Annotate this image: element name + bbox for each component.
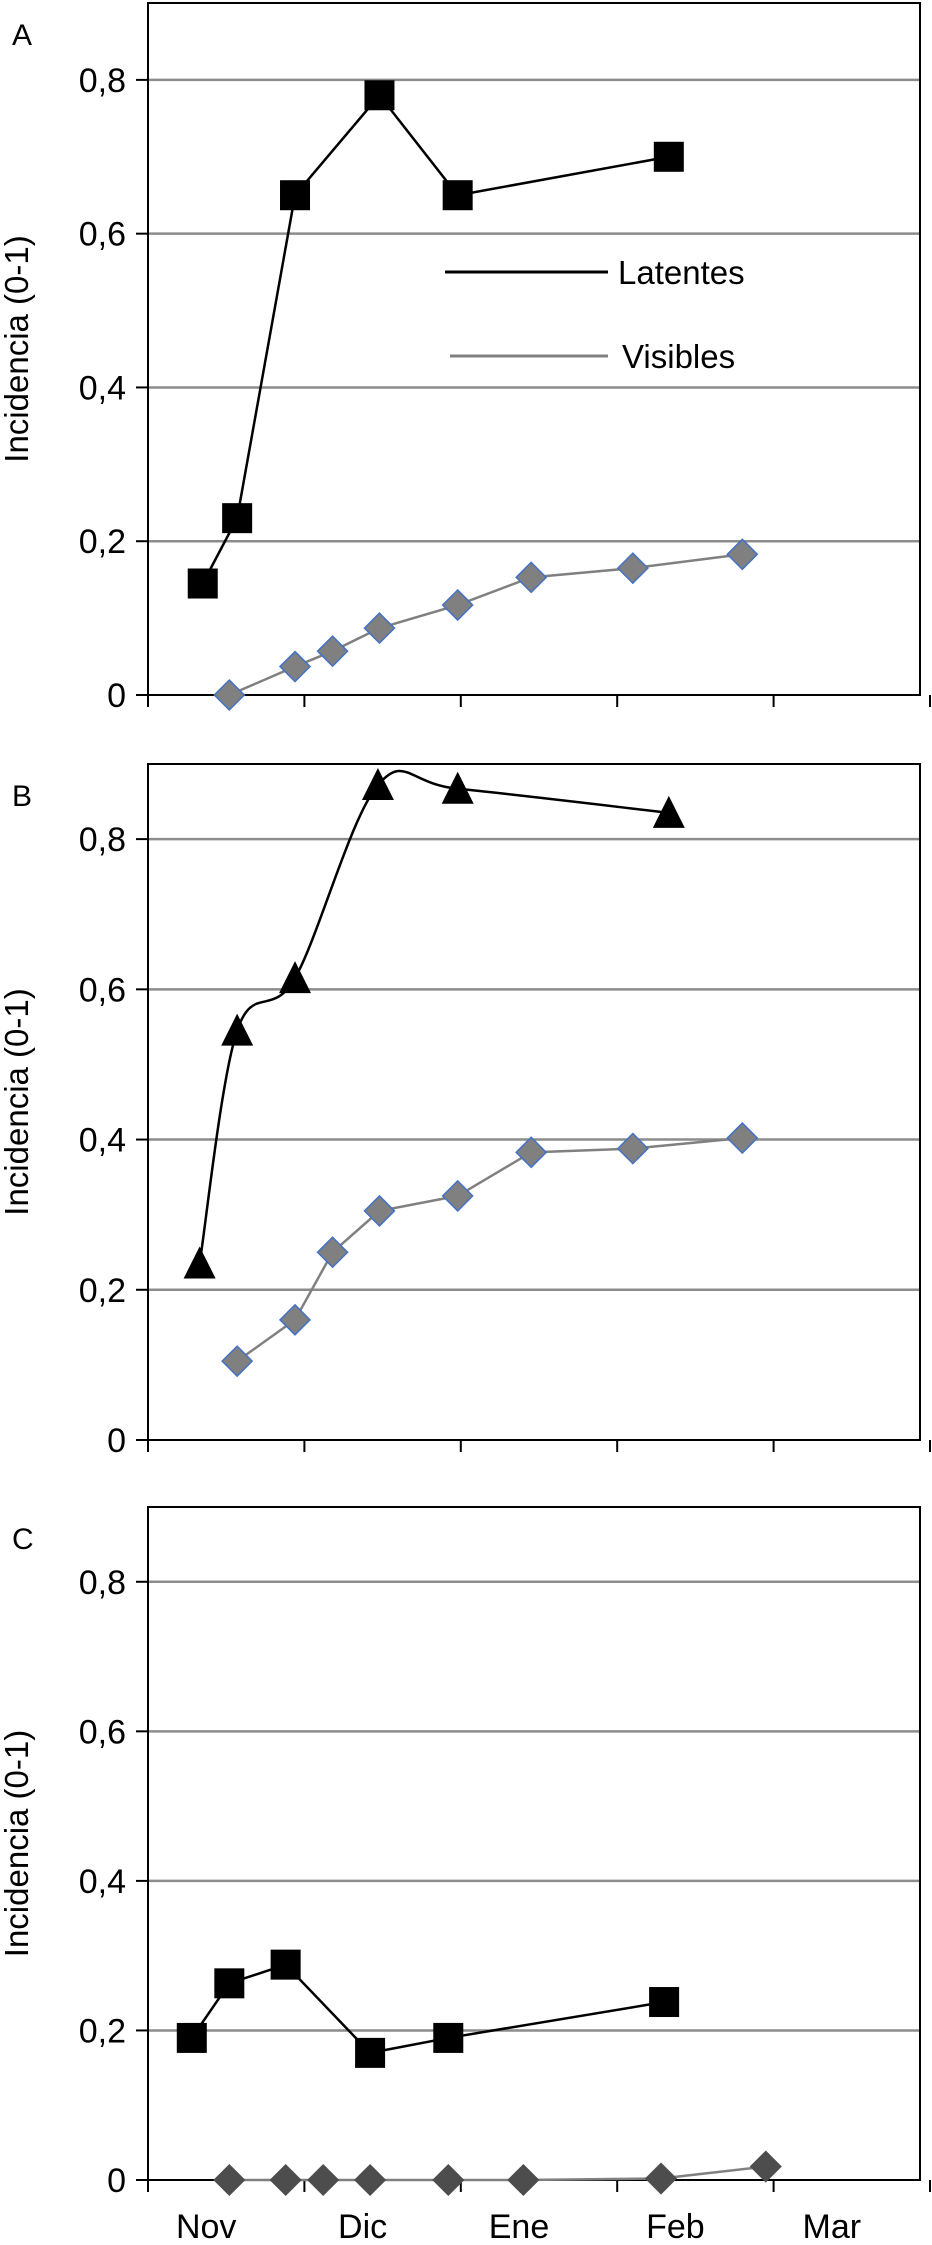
y-tick-label: 0,8 bbox=[79, 821, 126, 859]
x-tick-label: Dic bbox=[338, 2208, 387, 2245]
panel-a: 0 0,2 0,4 0,6 0,8 A Incidencia (0-1) Latentes Vi… bbox=[0, 2, 931, 715]
series-line bbox=[236, 1136, 743, 1363]
data-point-square bbox=[214, 1968, 245, 1999]
data-point-diamond bbox=[269, 2163, 302, 2197]
data-point-diamond bbox=[221, 1345, 254, 1378]
y-tick-label: 0,2 bbox=[79, 2012, 126, 2050]
legend-label-latentes: Latentes bbox=[618, 254, 745, 291]
y-tick-label: 0,4 bbox=[79, 1122, 126, 1160]
y-tick-label: 0 bbox=[107, 677, 126, 715]
y-tick-label: 0,8 bbox=[79, 1564, 126, 1602]
data-point-diamond bbox=[616, 1132, 649, 1165]
data-point-diamond bbox=[213, 678, 246, 712]
data-point-diamond bbox=[316, 635, 349, 668]
series-line bbox=[201, 93, 670, 585]
data-point-triangle bbox=[652, 795, 685, 828]
data-point-diamond bbox=[307, 2163, 340, 2197]
data-point-diamond bbox=[278, 1303, 312, 1336]
panel-label: B bbox=[12, 780, 32, 813]
data-point-square bbox=[364, 80, 395, 111]
data-point-diamond bbox=[644, 2162, 678, 2195]
plot-frame bbox=[147, 1506, 921, 2181]
panel-label: A bbox=[12, 19, 32, 52]
data-point-square bbox=[433, 2022, 464, 2053]
data-point-diamond bbox=[441, 1179, 474, 1212]
data-point-diamond bbox=[363, 612, 396, 645]
data-point-diamond bbox=[726, 1121, 759, 1155]
data-point-diamond bbox=[316, 1236, 349, 1269]
data-point-diamond bbox=[749, 2150, 782, 2183]
data-point-triangle bbox=[221, 1013, 254, 1046]
x-tick-label: Ene bbox=[489, 2208, 550, 2245]
data-point-diamond bbox=[726, 538, 759, 571]
data-point-diamond bbox=[213, 2163, 246, 2197]
y-axis-title: Incidencia (0-1) bbox=[0, 988, 35, 1215]
data-point-diamond bbox=[507, 2163, 540, 2197]
plot-frame bbox=[147, 2, 921, 696]
y-tick-label: 0,6 bbox=[79, 971, 126, 1009]
y-tick-label: 0,6 bbox=[79, 216, 126, 254]
y-tick-label: 0,8 bbox=[79, 62, 126, 100]
panel-c: 0 0,2 0,4 0,6 0,8 Nov Dic Ene Feb Mar C Incidencia … bbox=[0, 1506, 931, 2245]
y-tick-label: 0 bbox=[107, 2162, 126, 2200]
data-point-square bbox=[442, 180, 473, 211]
data-point-diamond bbox=[616, 552, 649, 585]
x-tick-label: Feb bbox=[646, 2208, 705, 2245]
data-point-diamond bbox=[441, 588, 474, 622]
y-axis-title: Incidencia (0-1) bbox=[0, 235, 35, 462]
panel-label: C bbox=[12, 1523, 34, 1556]
x-tick-label: Nov bbox=[176, 2208, 236, 2245]
series-line bbox=[190, 1963, 665, 2055]
y-tick-label: 0,2 bbox=[79, 523, 126, 561]
plot-frame bbox=[147, 763, 921, 1441]
legend-label-visibles: Visibles bbox=[622, 338, 735, 375]
data-point-triangle bbox=[279, 961, 312, 994]
data-point-square bbox=[280, 180, 311, 211]
series-line bbox=[198, 769, 669, 1264]
y-tick-label: 0,4 bbox=[79, 369, 126, 407]
y-axis-title: Incidencia (0-1) bbox=[0, 1730, 35, 1957]
data-point-diamond bbox=[363, 1194, 396, 1227]
data-point-square bbox=[222, 503, 253, 534]
data-point-diamond bbox=[432, 2163, 465, 2197]
y-tick-label: 0,4 bbox=[79, 1863, 126, 1901]
legend: Latentes Visibles bbox=[445, 254, 745, 375]
panel-b: 0 0,2 0,4 0,6 0,8 B Incidencia (0-1) bbox=[0, 763, 931, 1460]
data-point-square bbox=[187, 568, 218, 599]
data-point-diamond bbox=[515, 1136, 548, 1169]
data-point-square bbox=[653, 141, 684, 172]
x-tick-label: Mar bbox=[803, 2208, 862, 2245]
data-point-square bbox=[270, 1949, 301, 1980]
data-point-diamond bbox=[354, 2163, 387, 2197]
series-line bbox=[228, 553, 743, 697]
y-tick-label: 0,2 bbox=[79, 1272, 126, 1310]
data-point-diamond bbox=[515, 561, 548, 594]
data-point-square bbox=[176, 2022, 207, 2053]
data-point-square bbox=[355, 2037, 386, 2068]
data-point-triangle bbox=[441, 771, 474, 804]
y-tick-label: 0,6 bbox=[79, 1713, 126, 1751]
data-point-square bbox=[649, 1987, 680, 2018]
data-point-triangle bbox=[361, 768, 394, 801]
data-point-diamond bbox=[278, 650, 312, 683]
data-point-triangle bbox=[183, 1246, 216, 1279]
y-tick-label: 0 bbox=[107, 1422, 126, 1460]
